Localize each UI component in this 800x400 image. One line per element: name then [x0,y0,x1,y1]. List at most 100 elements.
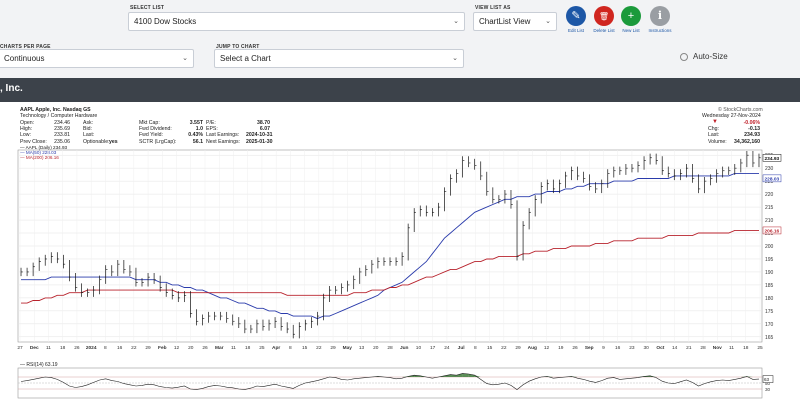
x-tick-label: 28 [700,345,706,351]
chart-section-bar: , Inc. [0,78,800,102]
info-key: Optionable: [83,138,110,145]
trash-button-label[interactable]: Delete List [593,28,615,33]
x-tick-label: 22 [131,345,137,351]
info-row: Bid: [83,126,118,132]
list-toolbar: SELECT LIST 4100 Dow Stocks ⌄ VIEW LIST … [0,0,800,79]
info-button[interactable]: i [650,6,670,26]
x-tick-label: 15 [487,345,493,351]
x-tick-label: Feb [158,345,167,351]
info-button-label[interactable]: Instructions [648,28,672,33]
ma200-line [21,229,759,304]
view-list-dropdown[interactable]: ChartList View ⌄ [473,12,557,31]
x-tick-label: Mar [215,345,224,351]
info-value: 34,362,160 [734,138,760,145]
x-tick-label: 15 [302,345,308,351]
jump-to-chart-dropdown[interactable]: Select a Chart ⌄ [214,49,464,68]
x-tick-label: 29 [515,345,521,351]
company-title: , Inc. [0,83,23,94]
y-tick-label: 175 [765,309,774,315]
info-row: Next Earnings: 2025-01-30 [206,138,273,145]
info-row: Open: 234.46 [20,120,70,126]
chevron-down-icon: ⌄ [182,55,188,62]
y-tick-label: 195 [765,257,774,263]
date-line: Wednesday 27-Nov-2024 [702,113,761,119]
stock-chart[interactable]: AAPL Apple, Inc. Nasdaq GS Technology / … [0,102,800,400]
charts-per-page-dropdown[interactable]: Continuous ⌄ [0,49,194,68]
pencil-button-label[interactable]: Edit List [567,28,584,33]
y-tick-label: 220 [765,192,774,198]
x-tick-label: Oct [656,345,664,351]
radio-icon[interactable] [680,52,688,61]
info-icon: i [657,9,663,22]
rsi-tick-label: 50 [765,381,771,386]
info-row: Fwd Dividend: 1.0 [139,126,203,132]
info-value: 2025-01-30 [246,138,273,145]
x-tick-label: 8 [289,345,292,351]
x-tick-label: 2024 [86,345,97,351]
info-row: Optionable:yes [83,139,118,145]
x-tick-label: 28 [387,345,393,351]
plus-button-label[interactable]: New List [622,28,640,33]
x-tick-label: 25 [757,345,763,351]
info-key: P/E: [206,120,216,126]
fundamentals-column: Mkt Cap: 3.55T Fwd Dividend: 1.0 Fwd Yield: 0… [139,120,203,145]
chevron-down-icon: ⌄ [452,55,458,62]
chart-legend: — AAPL (Daily) 234.93— MA(50) 228.03— MA… [20,145,67,160]
info-row: -0.06% [708,120,760,126]
x-tick-label: Sep [585,345,594,351]
rsi-overbought-fill [468,374,475,377]
rsi-tick-label: 30 [765,387,771,392]
pencil-button[interactable]: ✎ [566,6,586,26]
x-tick-label: 12 [174,345,180,351]
x-tick-label: 16 [117,345,123,351]
x-tick-label: 21 [686,345,692,351]
info-key: EPS: [206,126,218,133]
info-key: Ask: [83,120,94,126]
x-tick-label: 8 [474,345,477,351]
y-tick-label: 215 [765,205,774,211]
x-tick-label: 27 [17,345,23,351]
x-tick-label: 29 [330,345,336,351]
auto-size-toggle[interactable]: Auto-Size [680,52,728,61]
price-label-box [762,154,782,162]
view-list-value: ChartList View [479,17,531,26]
info-value: 234.46 [54,120,70,126]
x-tick-label: 11 [729,345,734,351]
x-tick-label: 18 [245,345,251,351]
rsi-legend: — RSI(14) 63.19 [20,362,58,368]
x-tick-label: 19 [558,345,564,351]
x-tick-label: 24 [444,345,450,351]
trash-button[interactable]: 🗑 [594,6,614,26]
info-key: Last: [83,132,95,139]
x-tick-label: Aug [528,345,537,351]
info-key: Mkt Cap: [139,120,160,126]
info-key: Last: [708,132,720,139]
view-list-label: VIEW LIST AS [475,5,511,11]
y-tick-label: 180 [765,296,774,302]
x-tick-label: 29 [145,345,151,351]
rsi-overbought-fill [456,373,463,377]
price-label: 206.16 [765,228,780,234]
info-row: Mkt Cap: 3.55T [139,120,203,126]
info-value: yes [109,138,118,145]
info-key: Last Earnings: [206,132,240,139]
charts-per-page-value: Continuous [4,54,45,63]
info-row: P/E: 38.70 [206,120,270,126]
info-key: SCTR (LrgCap): [139,138,177,145]
x-tick-label: 18 [743,345,749,351]
y-tick-label: 165 [765,335,774,341]
info-value: 0.43% [188,132,203,139]
price-chart-svg: 1651701751801851901952002052102152202252… [17,149,782,399]
x-tick-label: May [343,345,353,351]
select-list-dropdown[interactable]: 4100 Dow Stocks ⌄ [128,12,465,31]
plus-button[interactable]: + [621,6,641,26]
info-value: 235.69 [54,126,70,133]
sector-line: Technology / Computer Hardware [20,113,98,119]
info-key: Fwd Yield: [139,132,163,139]
x-tick-label: 16 [615,345,621,351]
info-key: Volume: [708,138,727,145]
trash-icon: 🗑 [598,12,610,21]
ohlc-column: Open: 234.46 High: 235.69 Low: 233.81 Prev Clo… [20,120,70,145]
y-tick-label: 200 [765,244,774,250]
info-row: Ask: [83,120,118,126]
